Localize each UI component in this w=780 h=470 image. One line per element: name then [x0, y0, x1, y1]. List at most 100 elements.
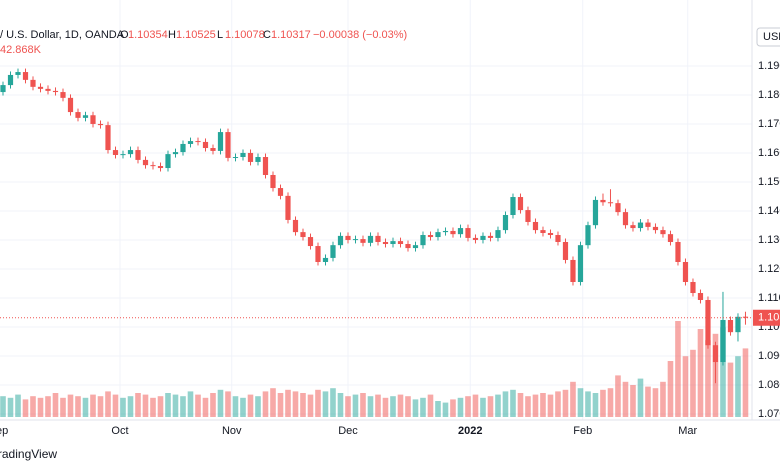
candle-body — [195, 141, 201, 143]
candle-body — [607, 202, 614, 204]
volume-bar — [442, 402, 449, 417]
volume-bar — [195, 394, 201, 417]
candle-body — [427, 235, 434, 238]
candle-body — [652, 226, 659, 231]
candle-body — [690, 281, 696, 294]
candle-body — [600, 199, 606, 203]
legend-key: O — [120, 29, 129, 41]
candle-body — [660, 230, 666, 235]
volume-bar — [450, 399, 456, 417]
volume-bar — [30, 396, 36, 417]
volume-bar — [637, 378, 644, 417]
candle-body — [615, 203, 621, 213]
volume-bar — [472, 394, 479, 417]
volume-bar — [217, 389, 224, 417]
candle-body — [360, 239, 366, 243]
volume-bar — [435, 401, 441, 417]
volume-bar — [82, 397, 89, 417]
candle-body — [165, 154, 171, 169]
volume-bar — [52, 393, 59, 417]
volume-bar — [510, 389, 516, 417]
x-tick-label: Sep — [0, 425, 8, 437]
y-tick-label: 1.150 — [758, 176, 780, 188]
y-tick-label: 1.190 — [758, 60, 780, 72]
y-tick-label: 1.170 — [758, 118, 780, 130]
candle-body — [157, 166, 164, 169]
volume-bar — [502, 391, 509, 417]
volume-bar — [405, 396, 411, 417]
candle-body — [105, 125, 111, 151]
legend-key: C — [263, 29, 271, 41]
candle-body — [465, 228, 471, 238]
volume-bar — [315, 389, 321, 417]
candle-body — [240, 152, 246, 158]
volume-bar — [360, 393, 366, 417]
candle-body — [487, 235, 494, 238]
candle-body — [697, 293, 704, 300]
volume-bar — [495, 394, 501, 417]
legend-value: 1.10354 — [128, 29, 168, 41]
candle-body — [510, 197, 516, 216]
x-tick-label: Oct — [111, 425, 128, 437]
currency[interactable]: USD — [763, 31, 780, 43]
volume-bar — [630, 385, 636, 417]
candle-body — [382, 241, 389, 245]
volume-bar — [727, 362, 734, 417]
currency-box[interactable] — [756, 27, 780, 47]
candle-body — [172, 152, 179, 155]
volume-bar — [285, 389, 291, 417]
candle-body — [375, 235, 381, 242]
volume-bar — [75, 396, 81, 417]
candle-body — [735, 316, 741, 333]
candle-body — [277, 188, 284, 196]
candle-body — [112, 150, 119, 155]
candle-body — [52, 90, 59, 93]
volume-bar — [172, 394, 179, 417]
candle-body — [517, 197, 524, 211]
volume-bar — [262, 391, 269, 417]
volume-bar — [697, 329, 704, 417]
volume-bar — [135, 393, 141, 417]
y-tick-label: 1.070 — [758, 408, 780, 420]
candle-body — [705, 299, 711, 346]
volume-bar — [547, 394, 554, 417]
candle-body — [585, 225, 591, 246]
volume-bar — [225, 391, 231, 417]
symbol-title: / U.S. Dollar, 1D, OANDA — [0, 29, 125, 41]
candle-body — [292, 219, 299, 233]
volume-bar — [667, 361, 674, 417]
candle-body — [532, 221, 539, 231]
volume-bar — [690, 349, 696, 417]
candle-body — [435, 232, 441, 238]
candle-body — [30, 79, 36, 87]
volume-bar — [127, 396, 134, 417]
volume-bar — [465, 396, 471, 417]
candle-body — [592, 199, 599, 226]
watermark: TradingView — [0, 447, 57, 461]
legend-key: H — [168, 29, 176, 41]
candle-body — [15, 72, 21, 75]
volume-bar — [742, 348, 749, 417]
volume-bar — [600, 389, 606, 417]
legend-value: 1.10078 — [225, 29, 265, 41]
grid — [0, 0, 752, 420]
x-tick-label: Mar — [678, 425, 697, 437]
candle-body — [682, 261, 689, 282]
volume-bar — [345, 396, 351, 417]
candle-body — [45, 88, 51, 91]
volume-bar — [615, 375, 621, 417]
candle-body — [210, 148, 216, 151]
candle-body — [345, 235, 351, 240]
candle-body — [97, 123, 104, 126]
volume-bar — [330, 388, 336, 417]
volume-bar — [180, 396, 186, 417]
volume-bar — [367, 396, 374, 417]
y-tick-label: 1.120 — [758, 263, 780, 275]
candle-body — [472, 237, 479, 240]
candle-body — [187, 141, 194, 144]
legend-key: L — [217, 29, 223, 41]
volume-bar — [157, 396, 164, 417]
y-tick-label: 1.130 — [758, 234, 780, 246]
volume-bar — [427, 394, 434, 417]
